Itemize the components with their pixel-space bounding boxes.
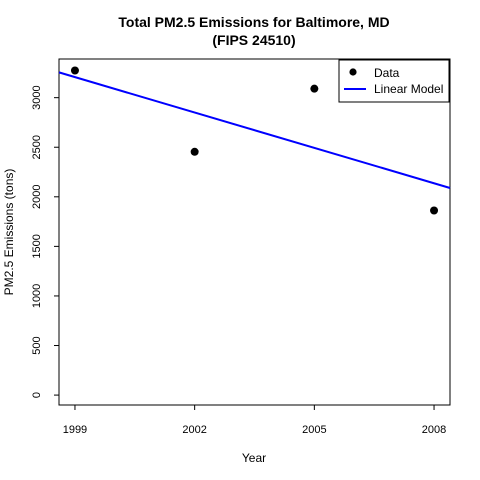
x-axis: 1999 2002 2005 2008	[63, 405, 446, 436]
x-tick-label: 1999	[63, 424, 87, 436]
y-axis-label: PM2.5 Emissions (tons)	[2, 169, 16, 296]
y-tick-label: 2500	[31, 135, 43, 159]
y-tick-label: 1000	[31, 284, 43, 308]
x-axis-label: Year	[242, 451, 266, 465]
data-point	[310, 84, 319, 93]
y-tick-label: 0	[31, 392, 43, 398]
data-point	[70, 66, 79, 75]
y-tick-label: 3000	[31, 85, 43, 109]
y-tick-label: 2000	[31, 185, 43, 209]
plot-area	[58, 66, 451, 215]
chart-title: Total PM2.5 Emissions for Baltimore, MD	[118, 14, 389, 30]
legend-linear-model-label: Linear Model	[374, 82, 443, 96]
y-tick-label: 500	[31, 336, 43, 354]
legend-data-label: Data	[374, 66, 400, 80]
chart-subtitle: (FIPS 24510)	[212, 32, 295, 48]
x-tick-label: 2008	[422, 424, 446, 436]
legend: Data Linear Model	[338, 59, 450, 103]
x-tick-label: 2005	[302, 424, 326, 436]
x-tick-label: 2002	[182, 424, 206, 436]
plot-frame	[58, 58, 451, 406]
y-tick-label: 1500	[31, 234, 43, 258]
y-axis: 0 500 1000 1500 2000 2500 3000	[31, 85, 59, 398]
linear-model-line	[58, 71, 451, 189]
legend-box	[338, 59, 450, 103]
data-point	[190, 147, 199, 156]
legend-data-marker	[349, 68, 357, 76]
data-point	[430, 206, 439, 215]
